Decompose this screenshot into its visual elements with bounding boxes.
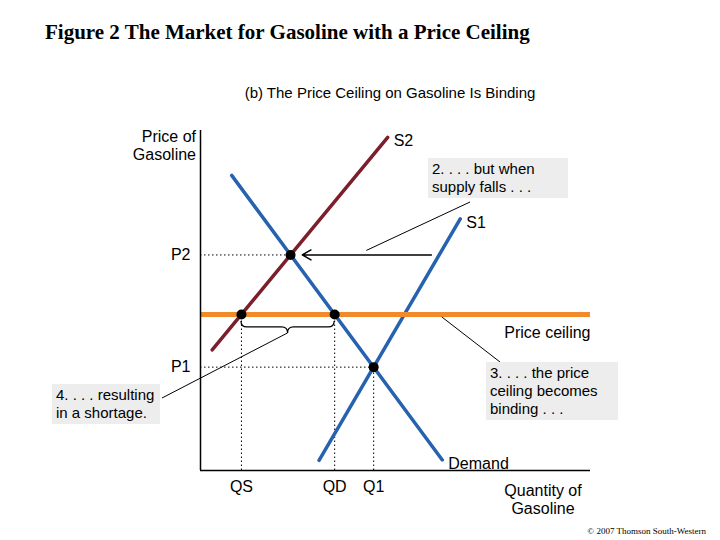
svg-text:Demand: Demand	[448, 455, 508, 472]
html-text:Quantity of Gasoline: Quantity of Gasoline	[504, 482, 582, 517]
svg-text:S2: S2	[394, 132, 414, 149]
html-text:Price of Gasoline: Price of Gasoline	[132, 128, 196, 163]
html-text:4. . . . resulting in a shorta: 4. . . . resulting in a shortage.	[56, 386, 155, 421]
svg-text:Q1: Q1	[363, 478, 384, 495]
svg-text:S1: S1	[466, 214, 486, 231]
svg-text:QS: QS	[230, 478, 253, 495]
svg-text:P1: P1	[171, 358, 191, 375]
html-text:(b) The Price Ceiling on Gasol: (b) The Price Ceiling on Gasoline Is Bin…	[244, 84, 536, 101]
html-text:2. . . . but when supply falls: 2. . . . but when supply falls . . .	[432, 160, 535, 195]
html-text:Figure 2 The Market for Gasoli: Figure 2 The Market for Gasoline with a …	[45, 20, 530, 44]
html-text:© 2007 Thomson South-Western: © 2007 Thomson South-Western	[587, 526, 706, 536]
svg-text:Price ceiling: Price ceiling	[504, 324, 590, 341]
svg-text:P2: P2	[171, 246, 191, 263]
html-text:3. . . . the price ceiling bec: 3. . . . the price ceiling becomes bindi…	[490, 364, 598, 417]
svg-text:QD: QD	[323, 478, 347, 495]
